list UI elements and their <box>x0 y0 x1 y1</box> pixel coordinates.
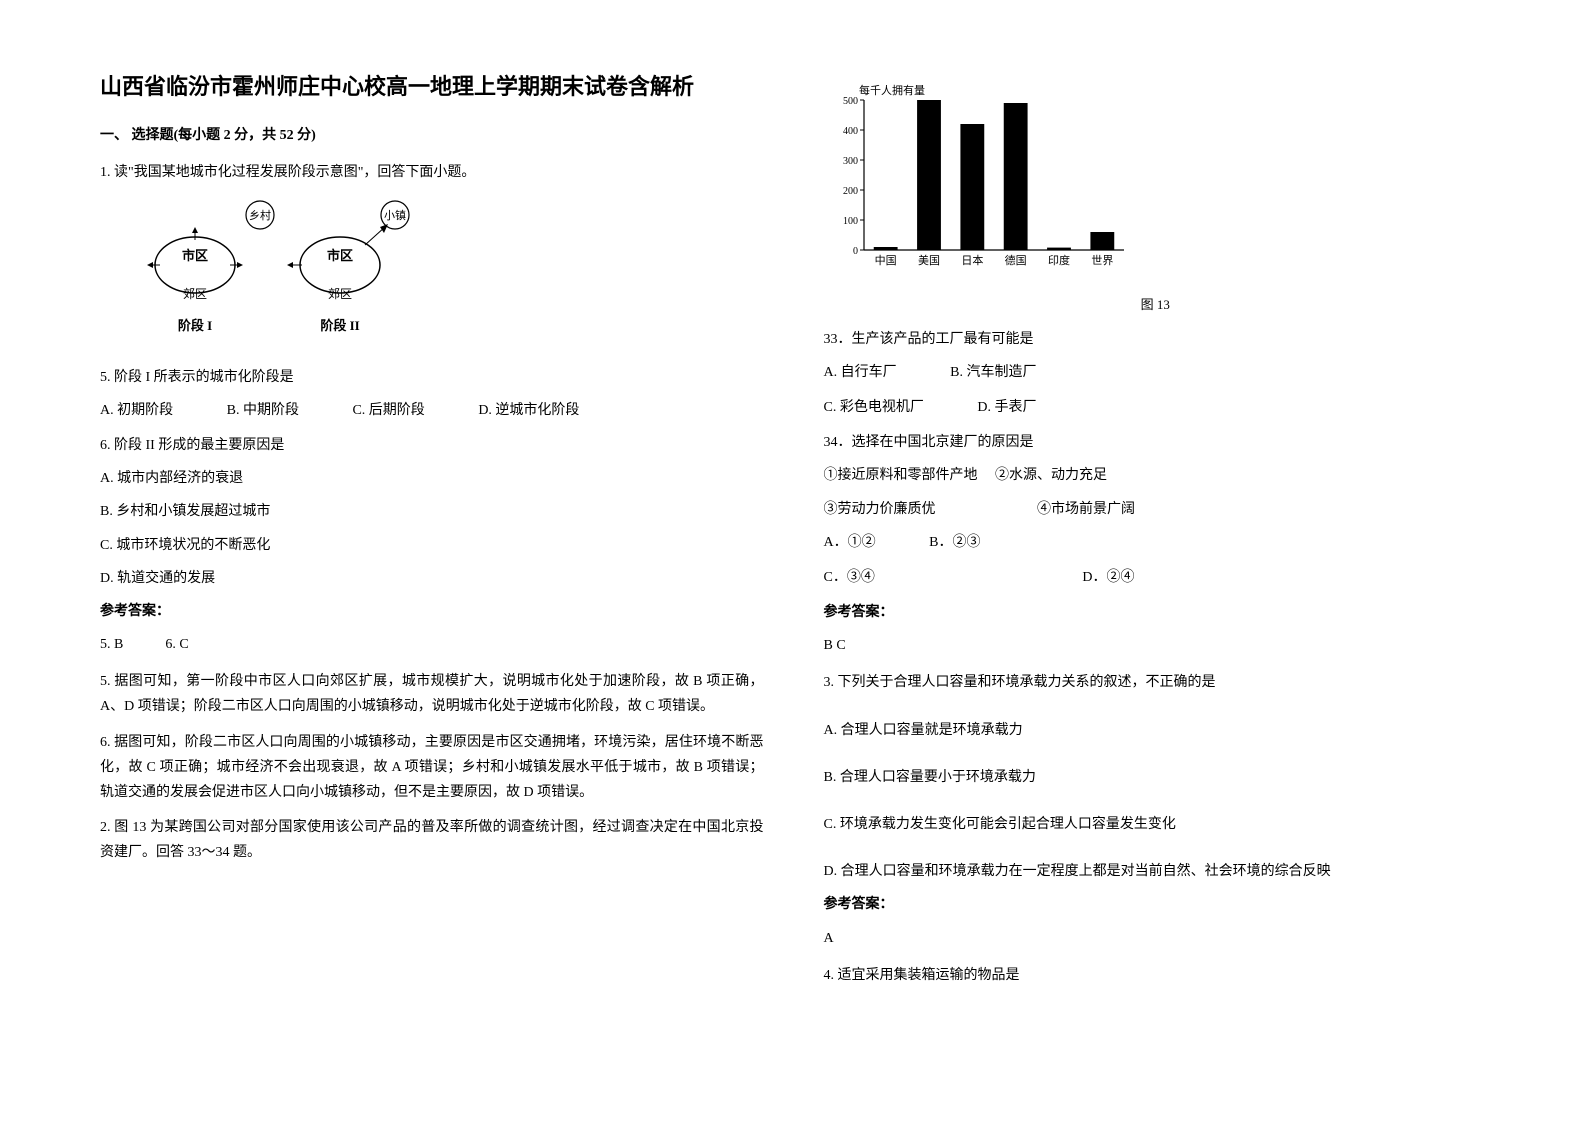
q34-conditions-row1: ①接近原料和零部件产地 ②水源、动力充足 <box>824 463 1488 488</box>
q6-option-d: D. 轨道交通的发展 <box>100 566 764 591</box>
q34-options-row2: C．③④ D．②④ <box>824 565 1488 590</box>
q33-options-row2: C. 彩色电视机厂 D. 手表厂 <box>824 395 1488 420</box>
q6-option-c: C. 城市环境状况的不断恶化 <box>100 533 764 558</box>
q5-explanation: 5. 据图可知，第一阶段中市区人口向郊区扩展，城市规模扩大，说明城市化处于加速阶… <box>100 669 764 719</box>
svg-text:500: 500 <box>843 96 858 107</box>
q4-text: 4. 适宜采用集装箱运输的物品是 <box>824 963 1488 988</box>
q6-text: 6. 阶段 II 形成的最主要原因是 <box>100 433 764 458</box>
svg-text:印度: 印度 <box>1048 253 1070 267</box>
q5-text: 5. 阶段 I 所表示的城市化阶段是 <box>100 365 764 390</box>
q3-answer: A <box>824 926 1488 951</box>
q2-intro: 2. 图 13 为某跨国公司对部分国家使用该公司产品的普及率所做的调查统计图，经… <box>100 815 764 865</box>
q34-cond-2: ②水源、动力充足 <box>995 468 1107 483</box>
svg-text:世界: 世界 <box>1091 254 1113 267</box>
q3-option-c: C. 环境承载力发生变化可能会引起合理人口容量发生变化 <box>824 812 1488 837</box>
q34-option-b: B．②③ <box>929 535 980 550</box>
answer-label-1: 参考答案： <box>100 599 764 624</box>
svg-text:小镇: 小镇 <box>384 208 406 222</box>
q33-option-d: D. 手表厂 <box>977 400 1036 415</box>
section-header: 一、 选择题(每小题 2 分，共 52 分) <box>100 123 764 148</box>
q1-answer: 5. B 6. C <box>100 632 764 657</box>
q3-option-a: A. 合理人口容量就是环境承载力 <box>824 718 1488 743</box>
q34-cond-1: ①接近原料和零部件产地 <box>824 468 978 483</box>
answer-label-3: 参考答案： <box>824 892 1488 917</box>
left-column: 山西省临汾市霍州师庄中心校高一地理上学期期末试卷含解析 一、 选择题(每小题 2… <box>100 70 764 1052</box>
chart-caption: 图 13 <box>824 293 1488 316</box>
q3-option-d: D. 合理人口容量和环境承载力在一定程度上都是对当前自然、社会环境的综合反映 <box>824 859 1488 884</box>
document-title: 山西省临汾市霍州师庄中心校高一地理上学期期末试卷含解析 <box>100 70 764 103</box>
q1-intro: 1. 读"我国某地城市化过程发展阶段示意图"，回答下面小题。 <box>100 160 764 185</box>
q5-option-a: A. 初期阶段 <box>100 403 173 418</box>
bar-chart: 每千人拥有量 0 100 200 300 400 500 中国 美国 日本 德国 印度 世界 图 13 <box>824 80 1488 317</box>
q34-options-row1: A．①② B．②③ <box>824 530 1488 555</box>
svg-text:阶段 I: 阶段 I <box>178 318 212 333</box>
q3-text: 3. 下列关于合理人口容量和环境承载力关系的叙述，不正确的是 <box>824 670 1488 695</box>
svg-text:200: 200 <box>843 186 858 197</box>
svg-text:100: 100 <box>843 216 858 227</box>
q34-conditions-row2: ③劳动力价廉质优 ④市场前景广阔 <box>824 497 1488 522</box>
q5-option-b: B. 中期阶段 <box>227 403 299 418</box>
urbanization-diagram: 市区 郊区 乡村 阶段 I 市区 郊区 小镇 阶 <box>130 195 764 354</box>
svg-text:德国: 德国 <box>1004 253 1026 267</box>
q34-option-a: A．①② <box>824 535 876 550</box>
q5-options: A. 初期阶段 B. 中期阶段 C. 后期阶段 D. 逆城市化阶段 <box>100 398 764 423</box>
q5-option-d: D. 逆城市化阶段 <box>478 403 579 418</box>
q33-text: 33．生产该产品的工厂最有可能是 <box>824 327 1488 352</box>
svg-text:0: 0 <box>853 246 858 257</box>
q33-option-c: C. 彩色电视机厂 <box>824 400 924 415</box>
q6-explanation: 6. 据图可知，阶段二市区人口向周围的小城镇移动，主要原因是市区交通拥堵，环境污… <box>100 730 764 806</box>
q34-option-c: C．③④ <box>824 570 875 585</box>
answer-label-2: 参考答案： <box>824 600 1488 625</box>
svg-text:郊区: 郊区 <box>183 287 207 301</box>
right-column: 每千人拥有量0100200300400500中国美国日本德国印度世界 图 13 … <box>824 70 1488 1052</box>
q34-cond-4: ④市场前景广阔 <box>1037 502 1135 517</box>
svg-text:市区: 市区 <box>327 248 353 263</box>
svg-text:400: 400 <box>843 126 858 137</box>
q33-option-b: B. 汽车制造厂 <box>950 365 1036 380</box>
svg-text:美国: 美国 <box>918 254 940 267</box>
q5-option-c: C. 后期阶段 <box>352 403 424 418</box>
q6-option-b: B. 乡村和小镇发展超过城市 <box>100 499 764 524</box>
svg-text:乡村: 乡村 <box>249 208 271 222</box>
q34-cond-3: ③劳动力价廉质优 <box>824 502 936 517</box>
svg-text:日本: 日本 <box>961 253 983 267</box>
q33-option-a: A. 自行车厂 <box>824 365 897 380</box>
q34-option-d: D．②④ <box>1082 570 1134 585</box>
svg-text:市区: 市区 <box>182 248 208 263</box>
q34-text: 34．选择在中国北京建厂的原因是 <box>824 430 1488 455</box>
svg-text:300: 300 <box>843 156 858 167</box>
q2-answer: B C <box>824 633 1488 658</box>
svg-text:中国: 中国 <box>874 254 896 267</box>
q3-option-b: B. 合理人口容量要小于环境承载力 <box>824 765 1488 790</box>
svg-text:每千人拥有量: 每千人拥有量 <box>859 83 925 97</box>
q6-option-a: A. 城市内部经济的衰退 <box>100 466 764 491</box>
svg-text:郊区: 郊区 <box>328 287 352 301</box>
svg-text:阶段 II: 阶段 II <box>320 318 359 333</box>
q33-options-row1: A. 自行车厂 B. 汽车制造厂 <box>824 360 1488 385</box>
